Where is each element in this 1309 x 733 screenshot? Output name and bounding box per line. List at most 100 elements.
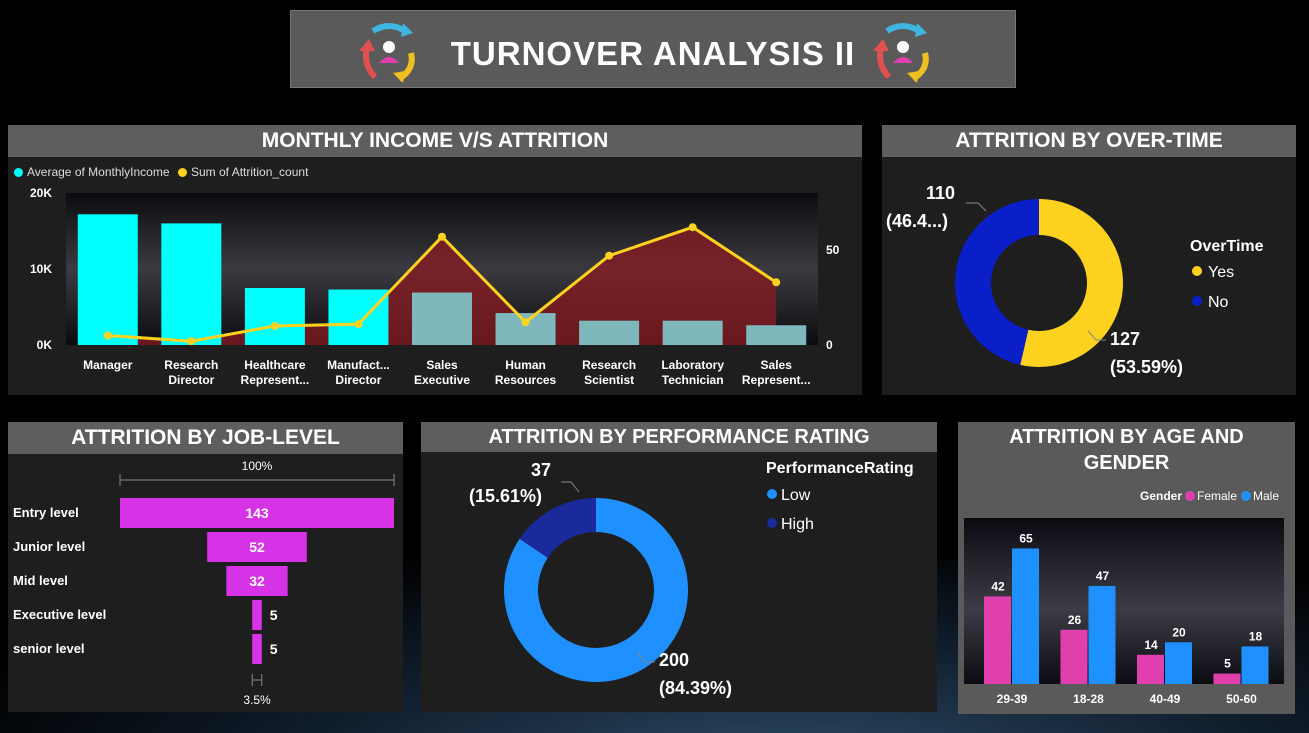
age-bar [984,596,1011,684]
age-bar-label: 20 [1172,625,1186,639]
panel-title-joblevel: ATTRITION BY JOB-LEVEL [8,422,403,454]
age-bar [1088,585,1116,684]
attrition-point [772,278,781,287]
age-gender-chart: Gender Female Male 42 65 29-39 26 47 18-28 14 20 40… [964,489,1284,706]
category-label: Human [505,358,546,372]
overtime-legend-title: OverTime [1190,238,1264,255]
funnel-bar [252,600,262,630]
category-label: Sales [426,358,458,372]
age-category-label: 29-39 [997,692,1028,706]
funnel-bottom-label: 3.5% [243,693,271,707]
funnel-category-label: senior level [13,641,85,656]
panel-title-income: MONTHLY INCOME V/S ATTRITION [8,125,862,157]
age-bar [1137,654,1164,684]
category-label: Manager [83,358,133,372]
age-legend-title: Gender [1140,489,1182,503]
age-bar-label: 14 [1144,638,1158,652]
legend-attrition[interactable]: Sum of Attrition_count [178,165,308,179]
turnover-left-icon [359,23,415,83]
funnel-category-label: Entry level [13,505,79,520]
funnel-value-label: 5 [270,607,278,623]
dashboard-title: TURNOVER ANALYSIS II [450,35,856,72]
age-bar-label: 65 [1019,531,1033,545]
funnel-category-label: Junior level [13,539,85,554]
category-label: Sales [761,358,793,372]
overtime-yes-percent: (53.59%) [1110,357,1183,377]
income-bar [579,320,640,345]
overtime-no-value: 110 [926,183,955,203]
funnel-category-label: Mid level [13,573,68,588]
attrition-point [438,232,446,241]
attrition-point [270,322,279,330]
funnel-bar [226,566,288,596]
left-tick-label: 10K [30,262,52,276]
age-bar [1060,629,1088,684]
category-label: Healthcare [244,358,306,372]
overtime-legend-yes-dot [1192,266,1202,276]
funnel-category-label: Executive level [13,607,106,622]
category-label: Executive [414,373,470,387]
age-legend-label: Female [1197,489,1237,503]
category-label: Technician [662,373,724,387]
performance-legend-low: Low [781,487,811,504]
overtime-legend-no: No [1208,294,1229,311]
category-label: Manufact... [327,358,390,372]
age-bar [1213,673,1241,684]
age-bar [1241,646,1269,684]
funnel-value-label: 52 [249,539,265,555]
income-bar [495,313,556,345]
turnover-right-icon [873,23,929,83]
panel-title-overtime: ATTRITION BY OVER-TIME [882,125,1296,157]
overtime-chart: 127 (53.59%) 110 (46.4...) OverTime Yes No [886,183,1264,377]
performance-low-percent: (84.39%) [659,678,732,698]
attrition-point [688,223,697,232]
attrition-point [187,337,196,346]
funnel-bar [252,634,262,664]
attrition-point [354,320,363,329]
overtime-no-percent: (46.4...) [886,211,948,231]
legend-income[interactable]: Average of MonthlyIncome [14,165,170,179]
panel-overtime: ATTRITION BY OVER-TIME 127 (53.59%) 110 (46… [882,125,1296,395]
category-label: Research [582,358,636,372]
performance-low-leader [636,651,655,663]
income-bar [77,214,138,345]
overtime-yes-value: 127 [1110,329,1140,349]
overtime-slice [954,199,1039,365]
income-bar [244,288,305,345]
panel-job-level: ATTRITION BY JOB-LEVEL 100% Entry level 14… [8,422,403,712]
category-label: Resources [495,373,557,387]
performance-high-percent: (15.61%) [469,486,542,506]
job-level-chart: 100% Entry level 143 Junior level 52 Mid leve… [13,459,395,707]
category-label: Represent... [241,373,310,387]
overtime-legend-no-dot [1192,296,1202,306]
legend-attrition-label: Sum of Attrition_count [191,165,309,179]
age-category-label: 18-28 [1073,692,1104,706]
category-label: Represent... [742,373,811,387]
performance-legend-high-dot [767,518,777,528]
panel-monthly-income: MONTHLY INCOME V/S ATTRITION Average of … [8,125,862,395]
age-legend-label: Male [1253,489,1279,503]
attrition-point [521,318,530,327]
age-legend-dot [1185,491,1195,501]
panel-performance: ATTRITION BY PERFORMANCE RATING 37 (15.61… [421,422,937,712]
left-tick-label: 0K [37,338,53,352]
overtime-legend-yes: Yes [1208,264,1234,281]
overtime-slice [1020,199,1123,367]
legend-income-label: Average of MonthlyIncome [27,165,170,179]
income-bar [161,223,222,345]
performance-chart: 37 (15.61%) 200 (84.39%) PerformanceRating Lo… [469,460,914,698]
attrition-point [605,251,614,260]
right-tick-label: 50 [826,243,840,257]
funnel-top-label: 100% [242,459,273,473]
right-tick-label: 0 [826,338,833,352]
age-bar-label: 26 [1068,613,1082,627]
dashboard-title-banner: TURNOVER ANALYSIS II [290,10,1016,88]
funnel-value-label: 32 [249,573,265,589]
performance-slice [504,498,688,682]
funnel-bar [120,498,394,528]
performance-legend-high: High [781,516,814,533]
funnel-value-label: 143 [245,505,269,521]
income-bar [662,320,723,345]
panel-title-agegender: ATTRITION BY AGE AND GENDER [1009,426,1244,474]
